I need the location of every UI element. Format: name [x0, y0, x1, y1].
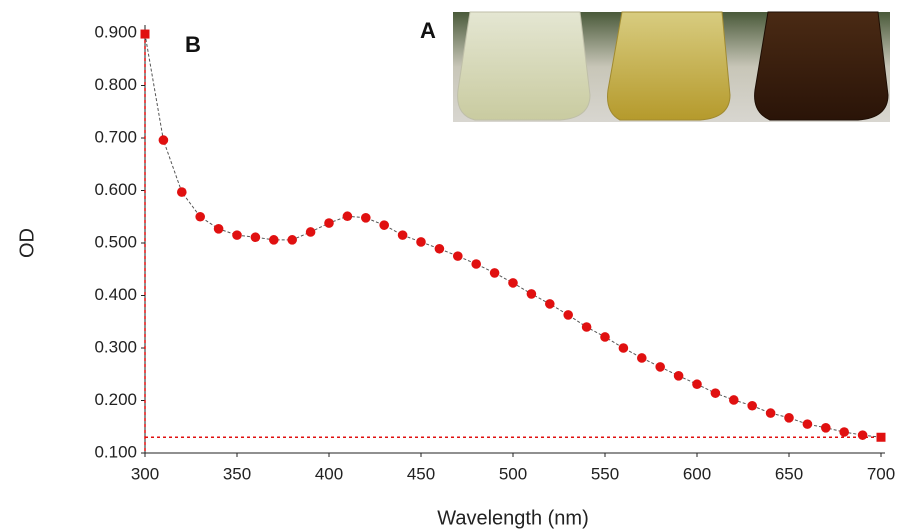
data-point — [821, 423, 831, 433]
inset-photo — [453, 12, 890, 122]
data-point — [379, 220, 389, 230]
data-point — [527, 289, 537, 299]
data-point — [232, 230, 242, 240]
y-tick-label: 0.400 — [94, 285, 137, 304]
y-tick-label: 0.700 — [94, 127, 137, 146]
data-point — [637, 353, 647, 363]
data-point — [674, 371, 684, 381]
data-point — [711, 388, 721, 398]
y-tick-label: 0.200 — [94, 390, 137, 409]
data-point — [398, 230, 408, 240]
data-point — [251, 232, 261, 242]
chart: 0.100 0.200 0.300 0.400 0.500 0.600 0.700 0.800… — [0, 0, 899, 530]
y-tick-label: 0.100 — [94, 442, 137, 461]
panel-label: A — [420, 18, 436, 43]
y-tick-label: 0.500 — [94, 232, 137, 251]
data-point — [343, 211, 353, 221]
data-point — [655, 362, 665, 372]
data-point — [435, 244, 445, 254]
data-point — [269, 235, 279, 245]
y-axis-label: OD — [16, 228, 38, 258]
data-point — [582, 322, 592, 332]
data-point — [508, 278, 518, 288]
data-point — [214, 224, 224, 234]
data-point — [766, 408, 776, 418]
data-point — [563, 310, 573, 320]
data-point — [545, 299, 555, 309]
data-point — [619, 343, 629, 353]
x-tick-label: 500 — [499, 464, 527, 483]
data-point — [416, 237, 426, 247]
x-tick-label: 350 — [223, 464, 251, 483]
data-point — [306, 227, 316, 237]
data-point — [729, 395, 739, 405]
x-tick-label: 700 — [867, 464, 895, 483]
y-tick-label: 0.800 — [94, 75, 137, 94]
data-point — [453, 251, 463, 261]
data-point — [600, 332, 610, 342]
data-point — [858, 430, 868, 440]
data-point — [177, 187, 187, 197]
y-tick-label: 0.900 — [94, 22, 137, 41]
data-point — [784, 413, 794, 423]
x-tick-label: 450 — [407, 464, 435, 483]
x-tick-label: 600 — [683, 464, 711, 483]
data-point — [159, 135, 169, 145]
data-point — [195, 212, 205, 222]
y-tick-label: 0.600 — [94, 180, 137, 199]
x-tick-label: 400 — [315, 464, 343, 483]
x-tick-label: 650 — [775, 464, 803, 483]
data-point — [141, 30, 150, 39]
data-point — [490, 268, 500, 278]
y-tick-label: 0.300 — [94, 337, 137, 356]
data-point — [803, 419, 813, 429]
x-tick-label: 550 — [591, 464, 619, 483]
data-point — [287, 235, 297, 245]
data-point — [471, 259, 481, 269]
x-tick-label: 300 — [131, 464, 159, 483]
x-axis-label: Wavelength (nm) — [437, 507, 589, 529]
data-point — [839, 427, 849, 437]
data-point — [877, 433, 886, 442]
panel-label: B — [185, 32, 201, 57]
data-point — [692, 379, 702, 389]
data-point — [361, 213, 371, 223]
data-point — [747, 401, 757, 411]
data-point — [324, 218, 334, 228]
